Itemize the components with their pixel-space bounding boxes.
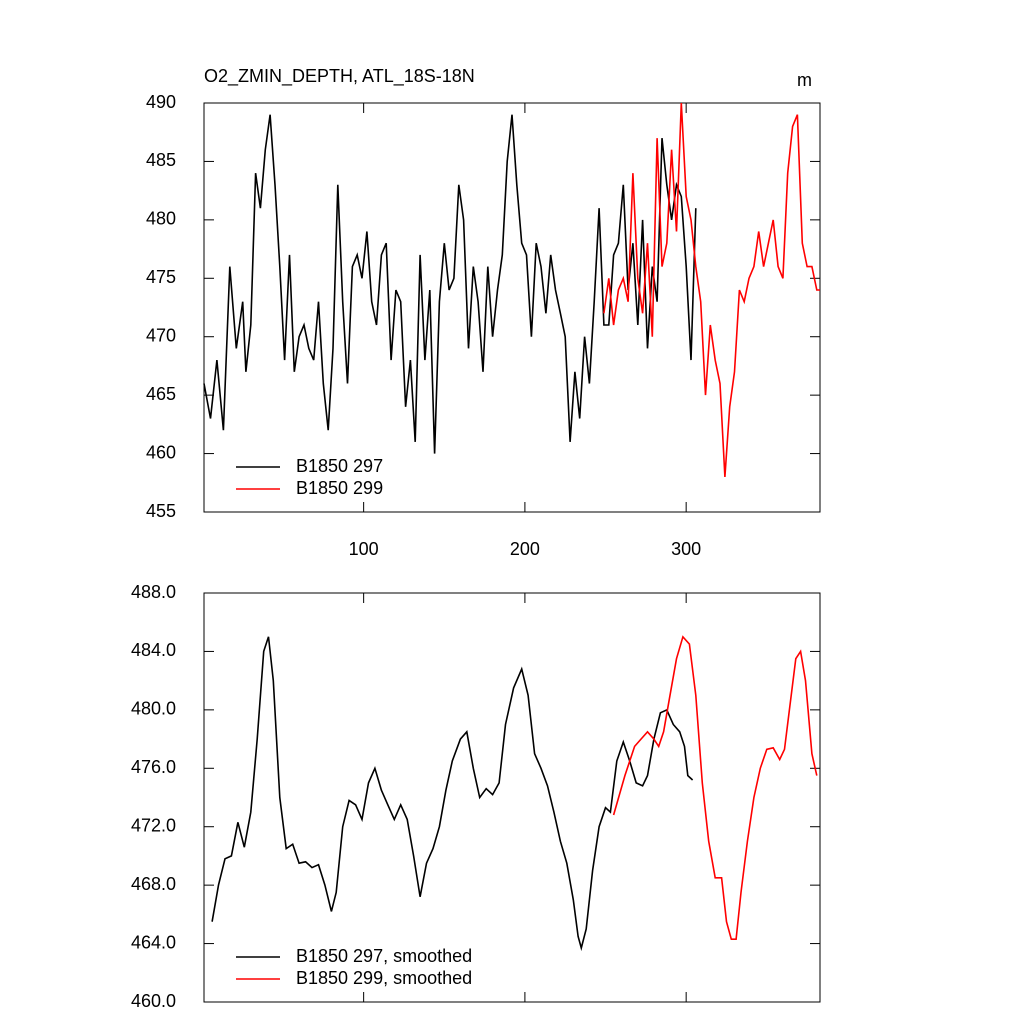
legend-label: B1850 299 [296,478,383,498]
data-line [612,635,818,940]
chart-title: O2_ZMIN_DEPTH, ATL_18S-18N [204,66,475,87]
y-tick-label: 455 [146,501,176,521]
y-tick-label: 480 [146,209,176,229]
data-line [603,102,820,477]
y-tick-label: 485 [146,150,176,170]
x-tick-label: 100 [349,539,379,559]
y-tick-label: 460.0 [131,991,176,1011]
y-tick-label: 476.0 [131,757,176,777]
y-tick-label: 490 [146,92,176,112]
y-tick-label: 464.0 [131,932,176,952]
y-tick-label: 480.0 [131,699,176,719]
x-tick-label: 300 [671,539,701,559]
units-label: m [797,70,812,90]
legend-label: B1850 297 [296,456,383,476]
y-tick-label: 468.0 [131,874,176,894]
y-tick-label: 472.0 [131,815,176,835]
y-tick-label: 465 [146,384,176,404]
legend-label: B1850 299, smoothed [296,968,472,988]
y-tick-label: 475 [146,267,176,287]
data-line [203,114,697,454]
y-tick-label: 488.0 [131,582,176,602]
y-tick-label: 470 [146,325,176,345]
x-tick-label: 200 [510,539,540,559]
y-tick-label: 484.0 [131,640,176,660]
plot-frame [203,102,821,513]
plot-frame [203,592,821,1003]
y-tick-label: 460 [146,442,176,462]
legend-label: B1850 297, smoothed [296,946,472,966]
data-line [211,636,694,952]
